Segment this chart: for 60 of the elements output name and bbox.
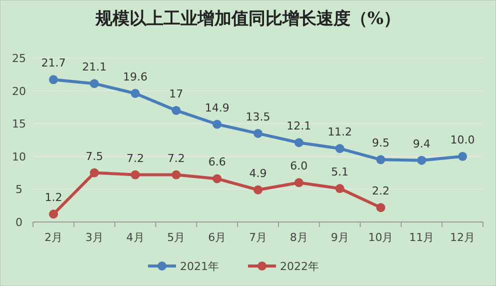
- point: [212, 174, 222, 184]
- x-tick-label: 4月: [126, 231, 144, 244]
- y-tick-label: 0: [16, 216, 22, 229]
- point: [417, 156, 426, 165]
- point: [254, 128, 262, 138]
- point: [458, 152, 468, 161]
- data-label: 14.9: [204, 101, 230, 114]
- point: [48, 210, 58, 219]
- data-label: 9.5: [372, 136, 390, 150]
- data-label: 12.1: [286, 120, 312, 133]
- point: [335, 144, 344, 154]
- data-label: 1.2: [44, 191, 62, 204]
- data-label: 2.2: [372, 184, 390, 198]
- data-label: 7.2: [167, 152, 185, 165]
- point: [376, 203, 386, 212]
- point: [335, 184, 344, 194]
- point: [294, 138, 304, 148]
- data-label: 10.0: [450, 133, 475, 146]
- y-tick-label: 25: [12, 52, 26, 65]
- data-label: 7.5: [86, 150, 104, 163]
- x-tick-label: 2月: [44, 231, 62, 244]
- x-tick-label: 10月: [368, 231, 394, 244]
- point: [212, 120, 222, 129]
- data-label: 4.9: [249, 166, 267, 180]
- data-label: 6.0: [290, 160, 308, 173]
- data-label: 9.4: [412, 137, 430, 150]
- point: [48, 75, 58, 84]
- point: [90, 168, 99, 178]
- point: [90, 79, 99, 88]
- x-tick-label: 8月: [290, 231, 308, 244]
- y-tick-label: 20: [12, 84, 26, 98]
- point: [172, 170, 181, 180]
- data-label: 6.6: [208, 156, 226, 169]
- data-label: 17: [169, 87, 184, 100]
- point: [130, 170, 140, 180]
- x-tick-label: 3月: [85, 231, 104, 244]
- data-label: 5.1: [331, 166, 349, 179]
- point: [376, 155, 386, 164]
- chart-title: 规模以上工业增加值同比增长速度（%）: [94, 9, 401, 29]
- data-label: 13.5: [246, 110, 270, 124]
- data-label: 19.6: [123, 70, 148, 84]
- y-tick-label: 5: [16, 183, 22, 196]
- point: [130, 88, 140, 98]
- x-tick-label: 9月: [330, 231, 349, 244]
- data-label: 11.2: [328, 126, 352, 139]
- x-tick-label: 7月: [249, 231, 267, 244]
- data-label: 21.7: [41, 56, 66, 70]
- x-tick-label: 12月: [450, 231, 476, 244]
- x-tick-label: 5月: [167, 231, 186, 244]
- legend-label: 2021年: [180, 260, 219, 273]
- x-tick-label: 11月: [409, 231, 434, 244]
- y-tick-label: 10: [12, 150, 26, 164]
- point: [172, 106, 181, 115]
- x-tick-label: 6月: [208, 231, 226, 244]
- point: [294, 178, 304, 188]
- legend-label: 2022年: [280, 260, 319, 273]
- data-label: 7.2: [126, 152, 144, 165]
- data-label: 21.1: [82, 60, 107, 74]
- point: [254, 185, 262, 194]
- y-tick-label: 15: [12, 118, 26, 131]
